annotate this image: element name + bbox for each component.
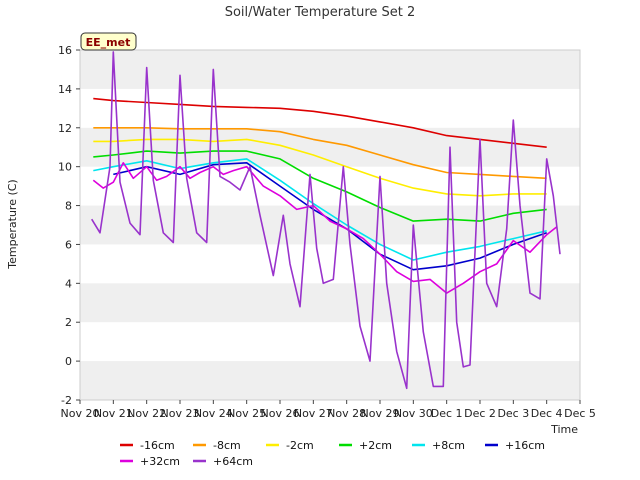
y-axis: -2 0 2 4 6 8 10 12 14 16 — [58, 44, 80, 407]
x-axis-title: Time — [550, 423, 578, 436]
grid-band — [80, 361, 580, 400]
series-line-2cm — [93, 150, 547, 222]
x-tick-label: Nov 26 — [261, 407, 300, 420]
series-line-16cm — [93, 97, 547, 148]
y-tick-label: 4 — [65, 277, 72, 290]
x-tick-label: Nov 29 — [361, 407, 400, 420]
legend-label: +2cm — [359, 439, 392, 452]
x-tick-label: Nov 30 — [394, 407, 433, 420]
y-tick-label: 14 — [58, 83, 72, 96]
x-tick-label: Dec 2 — [464, 407, 496, 420]
y-axis-title: Temperature (C) — [6, 179, 19, 269]
series-line-64cm — [91, 51, 561, 390]
site-label: EE_met — [86, 36, 131, 49]
grid-band — [80, 205, 580, 245]
y-tick-label: 8 — [65, 200, 72, 213]
x-tick-label: Dec 4 — [531, 407, 563, 420]
site-label-box: EE_met — [80, 32, 137, 51]
y-tick-label: 0 — [65, 355, 72, 368]
chart-title: Soil/Water Temperature Set 2 — [225, 5, 416, 20]
y-tick-label: -2 — [61, 394, 72, 407]
series-line-32cm — [92, 162, 558, 294]
y-tick-label: 2 — [65, 316, 72, 329]
x-tick-label: Dec 1 — [431, 407, 463, 420]
legend-label: -16cm — [140, 439, 175, 452]
legend-label: +16cm — [505, 439, 545, 452]
plot-frame — [79, 49, 581, 401]
series-line-8cm — [93, 127, 547, 180]
x-tick-label: Nov 25 — [227, 407, 266, 420]
x-tick-label: Nov 27 — [294, 407, 333, 420]
x-tick-label: Dec 5 — [564, 407, 596, 420]
series-lines — [91, 51, 561, 390]
legend-label: -8cm — [213, 439, 241, 452]
y-tick-label: 12 — [58, 122, 72, 135]
legend-label: +32cm — [140, 455, 180, 468]
x-tick-label: Nov 23 — [161, 407, 200, 420]
x-tick-label: Dec 3 — [497, 407, 529, 420]
x-tick-label: Nov 21 — [94, 407, 133, 420]
x-tick-label: Nov 20 — [61, 407, 100, 420]
x-tick-label: Nov 22 — [127, 407, 166, 420]
y-tick-label: 10 — [58, 161, 72, 174]
x-tick-label: Nov 28 — [327, 407, 366, 420]
grid-band — [80, 50, 580, 89]
legend-label: +8cm — [432, 439, 465, 452]
y-tick-label: 16 — [58, 44, 72, 57]
legend-label: -2cm — [286, 439, 314, 452]
legend-label: +64cm — [213, 455, 253, 468]
grid-band — [80, 283, 580, 323]
y-tick-label: 6 — [65, 238, 72, 251]
x-tick-label: Nov 24 — [194, 407, 233, 420]
series-line-2cm — [93, 138, 547, 197]
legend: -16cm -8cm -2cm +2cm +8cm +16cm +32cm +64cm — [120, 439, 545, 468]
